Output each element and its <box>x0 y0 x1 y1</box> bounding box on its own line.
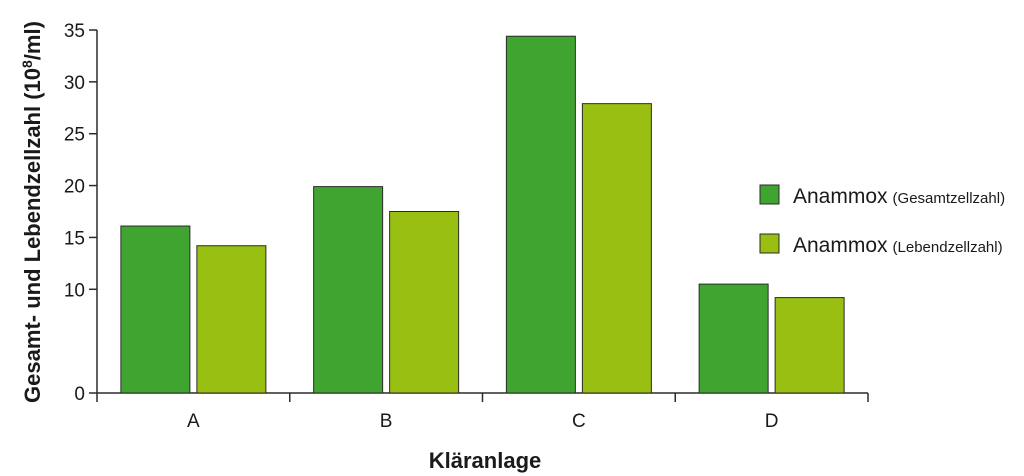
legend-label-gesamtzellzahl-main: Anammox <box>793 185 888 208</box>
legend: Anammox (Gesamtzellzahl) Anammox (Lebendze… <box>759 184 1005 257</box>
legend-entry-gesamtzellzahl: Anammox (Gesamtzellzahl) <box>759 184 1005 208</box>
y-tick-label: 25 <box>64 125 85 146</box>
y-axis-title-unit: /ml) <box>20 21 45 60</box>
legend-entry-lebendzellzahl: Anammox (Lebendzellzahl) <box>759 233 1003 257</box>
bar-c-lebendzellzahl <box>581 103 652 394</box>
bars <box>120 35 845 394</box>
y-axis-title: Gesamt- und Lebendzellzahl (108/ml) <box>19 21 45 403</box>
legend-swatch-gesamtzellzahl <box>759 184 780 205</box>
legend-swatch-lebendzellzahl <box>759 233 780 254</box>
bar-d-lebendzellzahl <box>774 297 845 394</box>
bar-d-gesamtzellzahl <box>698 283 769 394</box>
x-tick-label: A <box>187 411 200 432</box>
legend-label-lebendzellzahl-main: Anammox <box>793 234 888 257</box>
bar-b-gesamtzellzahl <box>313 186 384 394</box>
x-tick-label: D <box>765 411 779 432</box>
bar-c-gesamtzellzahl <box>505 35 576 394</box>
legend-label-gesamtzellzahl-sub: (Gesamtzellzahl) <box>893 190 1006 207</box>
legend-label-lebendzellzahl-sub: (Lebendzellzahl) <box>893 239 1003 256</box>
y-tick-label: 20 <box>64 177 85 198</box>
y-axis-title-exponent: 8 <box>19 60 35 68</box>
legend-label-gesamtzellzahl: Anammox (Gesamtzellzahl) <box>793 185 1005 208</box>
x-tick-label: B <box>380 411 393 432</box>
y-tick-label: 10 <box>64 280 85 301</box>
x-axis: A B C D <box>96 392 869 432</box>
y-axis-title-main: Gesamt- und Lebendzellzahl (10 <box>20 68 45 403</box>
bar-a-lebendzellzahl <box>196 245 267 394</box>
y-tick-label: 15 <box>64 228 85 249</box>
x-tick-label: C <box>572 411 586 432</box>
y-tick-label: 35 <box>64 21 85 42</box>
legend-label-lebendzellzahl: Anammox (Lebendzellzahl) <box>793 234 1003 257</box>
x-axis-title: Kläranlage <box>429 448 542 473</box>
y-axis: 0 10 15 20 25 30 35 <box>64 21 98 405</box>
y-tick-label: 0 <box>74 384 85 405</box>
bar-b-lebendzellzahl <box>389 211 460 394</box>
bar-a-gesamtzellzahl <box>120 225 191 394</box>
y-tick-label: 30 <box>64 73 85 94</box>
